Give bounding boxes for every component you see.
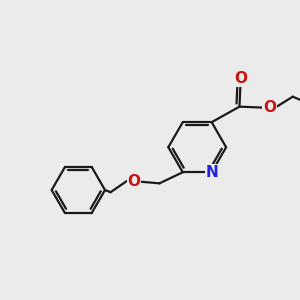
Text: O: O (128, 174, 140, 189)
Text: O: O (234, 71, 247, 86)
Text: N: N (205, 165, 218, 180)
Text: O: O (263, 100, 276, 115)
